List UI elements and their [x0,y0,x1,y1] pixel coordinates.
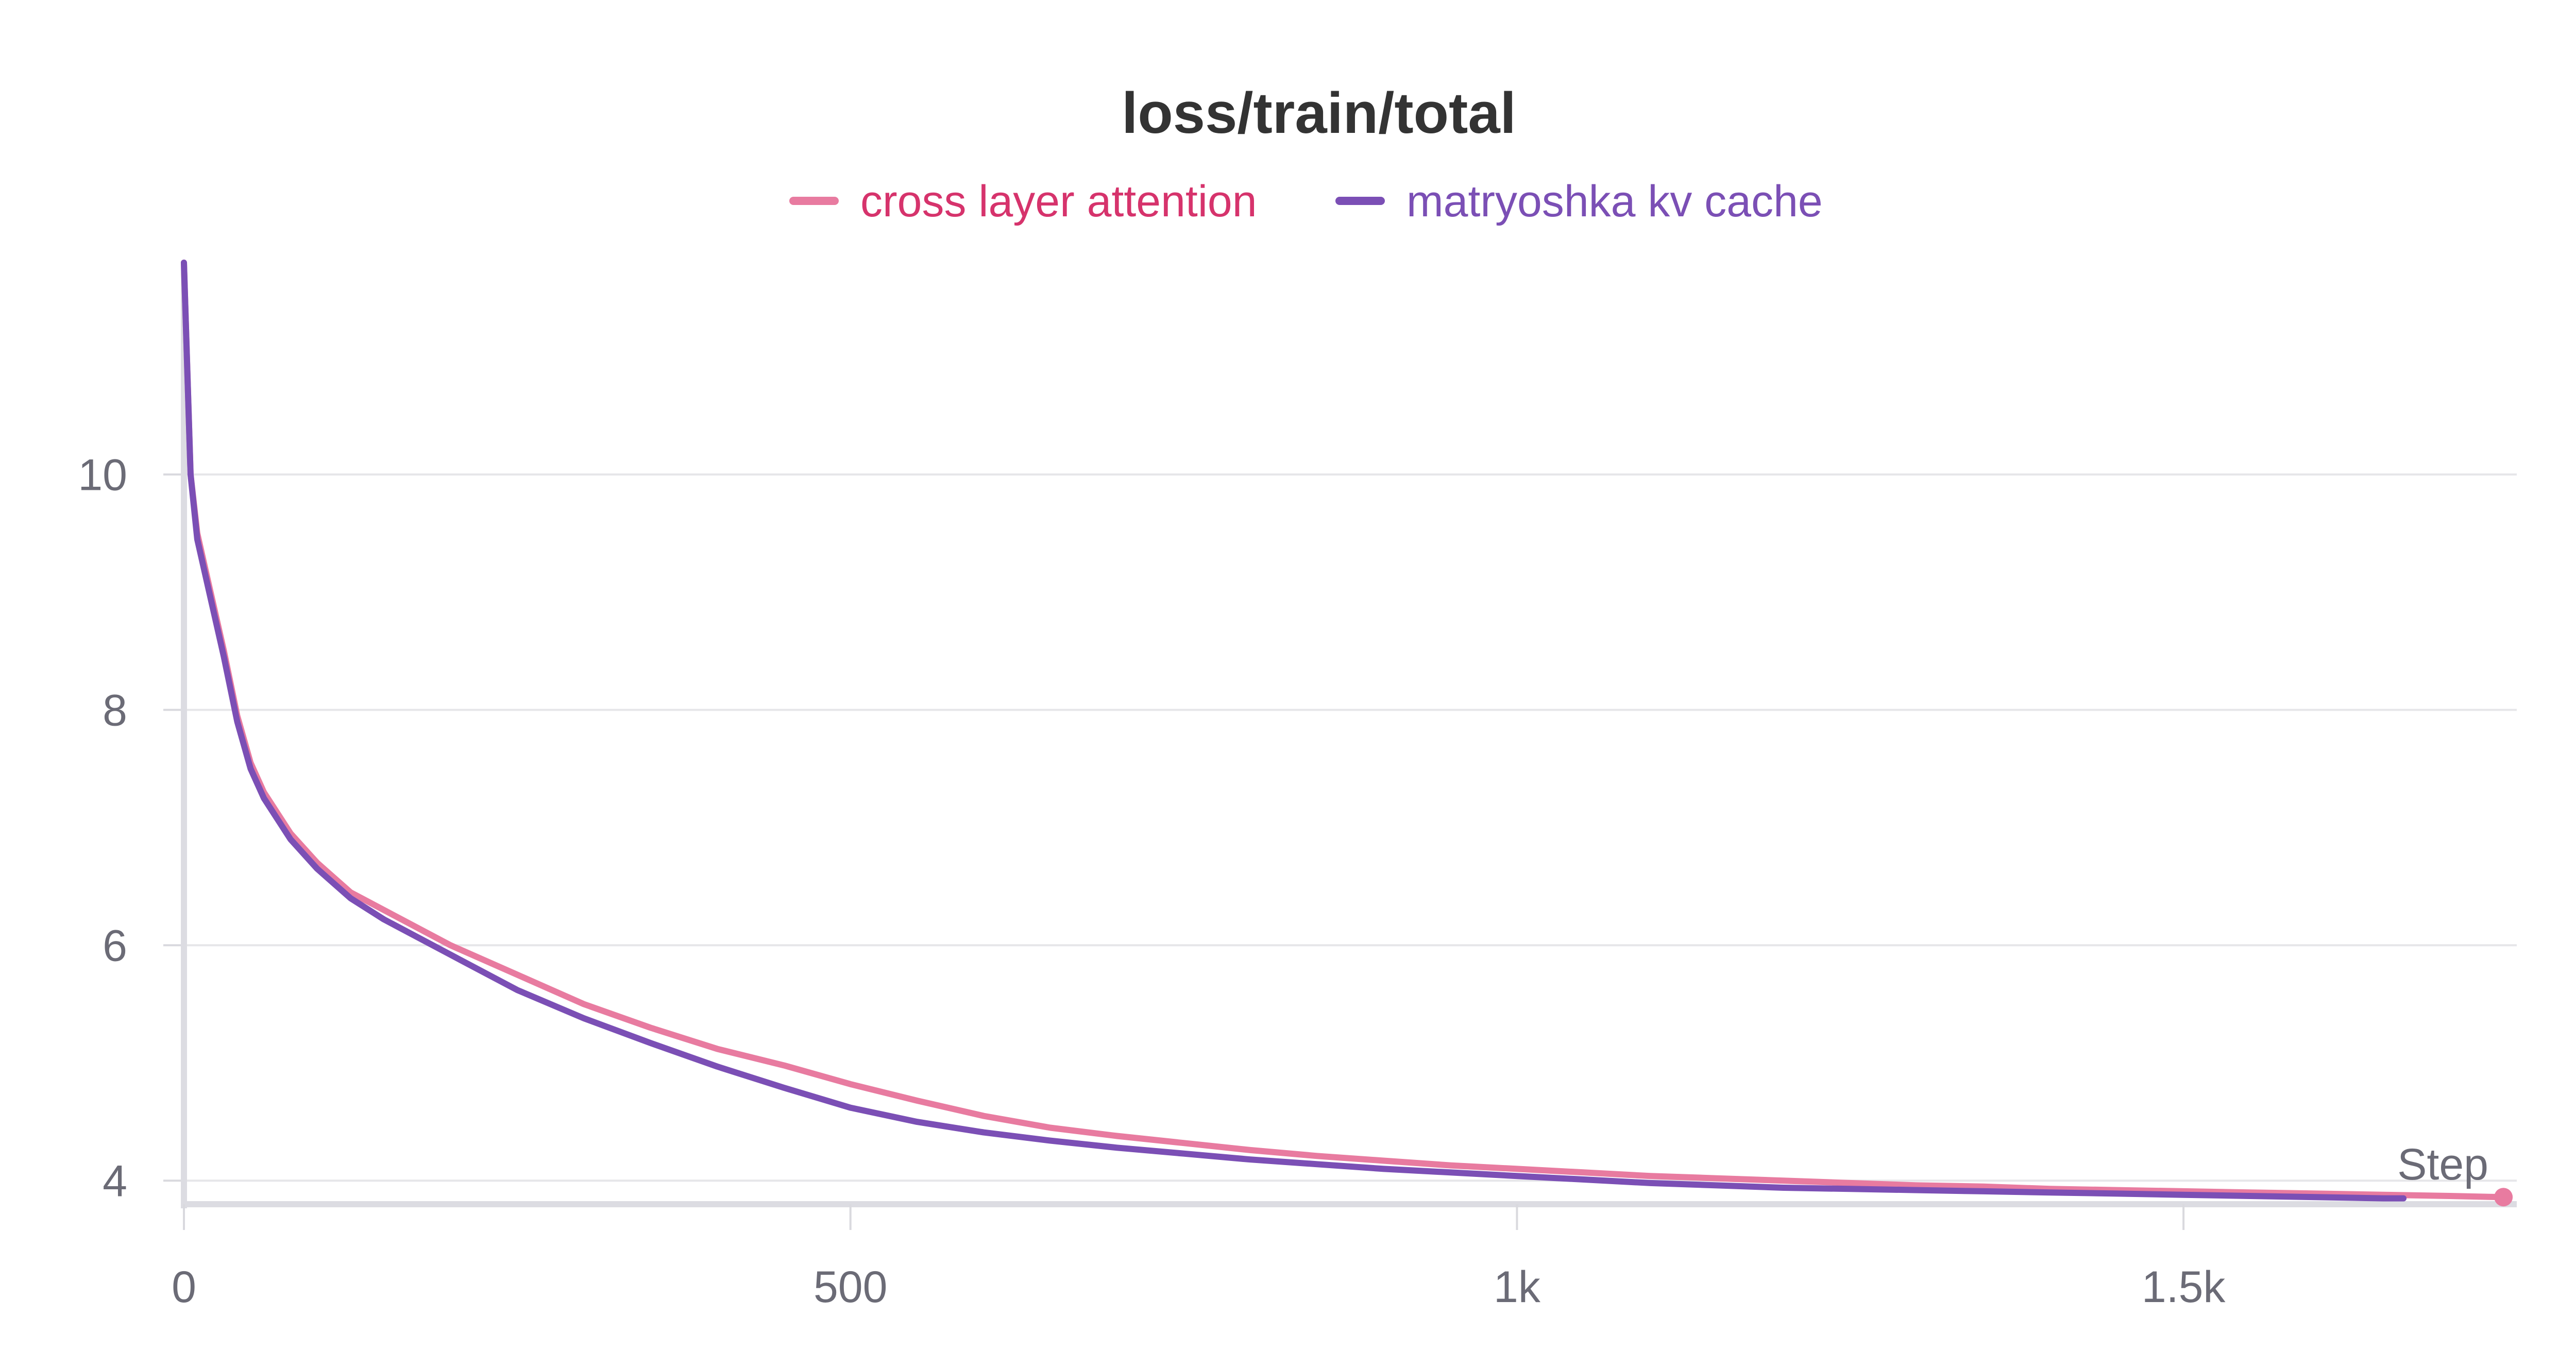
x-axis: 0 500 1k 1.5k [172,1201,2517,1312]
series-end-marker [2494,1188,2513,1207]
y-tick-label: 10 [78,450,127,500]
y-tick-label: 6 [103,921,127,970]
x-tick-label: 0 [172,1262,196,1312]
legend-label: cross layer attention [860,177,1257,226]
x-axis-title: Step [2397,1140,2488,1189]
chart-title: loss/train/total [1122,81,1516,145]
x-tick-label: 1k [1494,1262,1541,1312]
legend-label: matryoshka kv cache [1406,177,1823,226]
series-line [181,260,2507,1201]
legend: cross layer attention matryoshka kv cache [789,177,1823,226]
series-line [181,260,2407,1202]
x-tick-label: 1.5k [2142,1262,2226,1312]
y-axis: 4 6 8 10 [78,263,187,1208]
x-tick-label: 500 [814,1262,888,1312]
grid [184,473,2517,1182]
y-tick-label: 4 [103,1156,127,1206]
series-group [181,260,2513,1207]
y-tick-label: 8 [103,686,127,735]
